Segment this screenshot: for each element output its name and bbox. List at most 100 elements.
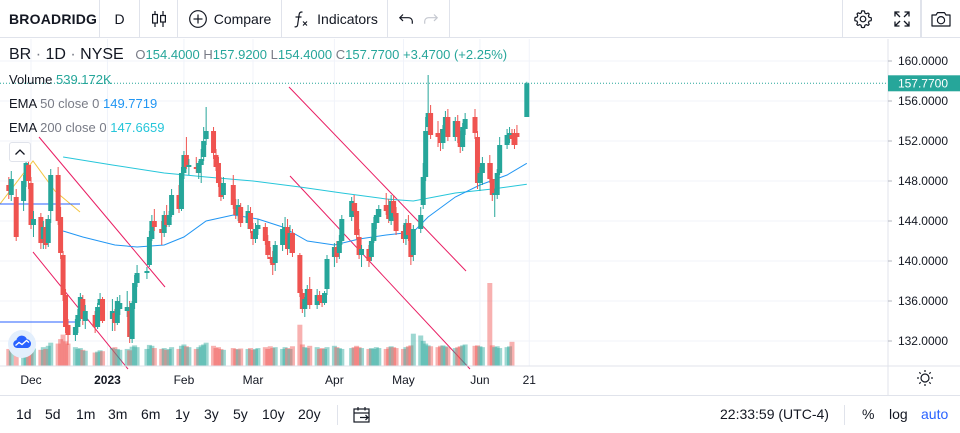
time-axis-settings-button[interactable] [912, 369, 938, 391]
candle [322, 291, 328, 305]
fullscreen-button[interactable] [882, 0, 922, 38]
legend-ticker[interactable]: BR [9, 46, 32, 63]
candle [82, 305, 88, 329]
go-to-date-button[interactable] [352, 406, 374, 424]
candle-body [215, 163, 221, 183]
range-button[interactable]: 20y [298, 406, 321, 422]
candle-body [324, 259, 330, 289]
ema200-legend[interactable]: EMA 200 close 0 147.6659 [9, 120, 164, 135]
volume-bar [255, 348, 261, 366]
candle-body [405, 223, 411, 235]
time-tick-label: Apr [325, 373, 344, 387]
ema200-params: 200 close 0 [40, 120, 107, 135]
candle [265, 235, 271, 259]
range-button[interactable]: 1m [76, 406, 96, 422]
log-scale-button[interactable]: log [889, 406, 908, 422]
volume-bar [95, 351, 101, 366]
candle-body [82, 311, 88, 321]
volume-bar [97, 350, 103, 366]
volume-bars [6, 283, 515, 366]
range-button[interactable]: 6m [141, 406, 161, 422]
chart-type-button[interactable] [140, 0, 178, 38]
divider [337, 405, 338, 425]
volume-bar [437, 345, 443, 366]
candle [151, 209, 157, 231]
range-button[interactable]: 5y [233, 406, 248, 422]
volume-bar [198, 345, 204, 366]
volume-bar [388, 346, 394, 366]
collapse-legend-button[interactable] [9, 142, 31, 162]
candle-body [166, 215, 172, 225]
volume-bar [410, 333, 416, 366]
undo-icon[interactable] [398, 12, 414, 26]
volume-bar [72, 347, 78, 366]
volume-bar [77, 348, 83, 366]
volume-bar [193, 348, 199, 366]
candle-body [95, 307, 101, 327]
range-button[interactable]: 3y [204, 406, 219, 422]
compare-label: Compare [213, 11, 272, 27]
ema200-value: 147.6659 [110, 120, 165, 135]
range-button[interactable]: 1y [175, 406, 190, 422]
range-button[interactable]: 10y [262, 406, 285, 422]
indicators-button[interactable]: Indicators [282, 0, 388, 38]
chart-logo[interactable] [8, 330, 36, 358]
candle-body [117, 303, 123, 309]
price-chart[interactable]: 160.0000 156.0000 152.0000 148.0000 144.0000… [0, 39, 960, 395]
candle [435, 121, 441, 147]
percent-scale-button[interactable]: % [862, 406, 875, 422]
volume-bar [13, 352, 19, 366]
volume-bar [366, 348, 372, 366]
settings-button[interactable] [842, 0, 882, 38]
candle [462, 113, 468, 135]
price-axis[interactable]: 160.0000 156.0000 152.0000 148.0000 144.0000… [887, 39, 960, 366]
candle-body [211, 131, 217, 153]
volume-bar [497, 348, 503, 366]
volume-bar [166, 348, 172, 366]
volume-bar [420, 340, 426, 366]
range-button[interactable]: 5d [45, 406, 61, 422]
ema50-params: 50 close 0 [40, 96, 100, 111]
open-label: O [135, 47, 146, 62]
compare-button[interactable]: Compare [178, 0, 282, 38]
symbol-search[interactable]: BROADRIDG [0, 0, 100, 38]
candle-body [307, 289, 313, 305]
volume-bar [405, 346, 411, 366]
candle-body [339, 219, 345, 241]
candle-body [280, 229, 286, 245]
price-tick-label: 160.0000 [898, 54, 948, 68]
redo-icon[interactable] [423, 12, 439, 26]
candle-body [383, 205, 389, 211]
candle [183, 137, 189, 169]
candle-body [393, 213, 399, 231]
auto-scale-button[interactable]: auto [921, 406, 949, 422]
candle-body [420, 177, 426, 205]
trendline [289, 175, 471, 370]
last-price-label-bg [888, 75, 960, 92]
volume-bar [100, 351, 106, 366]
volume-bar [48, 342, 54, 366]
interval-label: D [114, 11, 125, 27]
time-axis[interactable]: Dec 2023 Feb Mar Apr May Jun 21 [0, 365, 960, 395]
snapshot-button[interactable] [920, 0, 960, 38]
volume-bar [457, 346, 463, 366]
volume-bar [376, 348, 382, 366]
volume-bar [151, 348, 157, 366]
volume-bar [492, 347, 498, 366]
volume-legend[interactable]: Volume 539.172K [9, 72, 112, 87]
volume-bar [349, 348, 355, 366]
candle-body [65, 325, 71, 335]
candle-body [477, 173, 483, 183]
candle-body [248, 213, 254, 229]
volume-bar [289, 346, 295, 366]
ema50-legend[interactable]: EMA 50 close 0 149.7719 [9, 96, 157, 111]
candle-body [435, 133, 441, 137]
range-button[interactable]: 3m [108, 406, 128, 422]
range-button[interactable]: 1d [16, 406, 32, 422]
sun-icon [916, 369, 934, 392]
clock-display[interactable]: 22:33:59 (UTC-4) [720, 406, 829, 422]
candle [169, 189, 175, 217]
interval-button[interactable]: D [100, 0, 140, 38]
candle-body [178, 173, 184, 209]
ema50-label: EMA [9, 96, 37, 111]
